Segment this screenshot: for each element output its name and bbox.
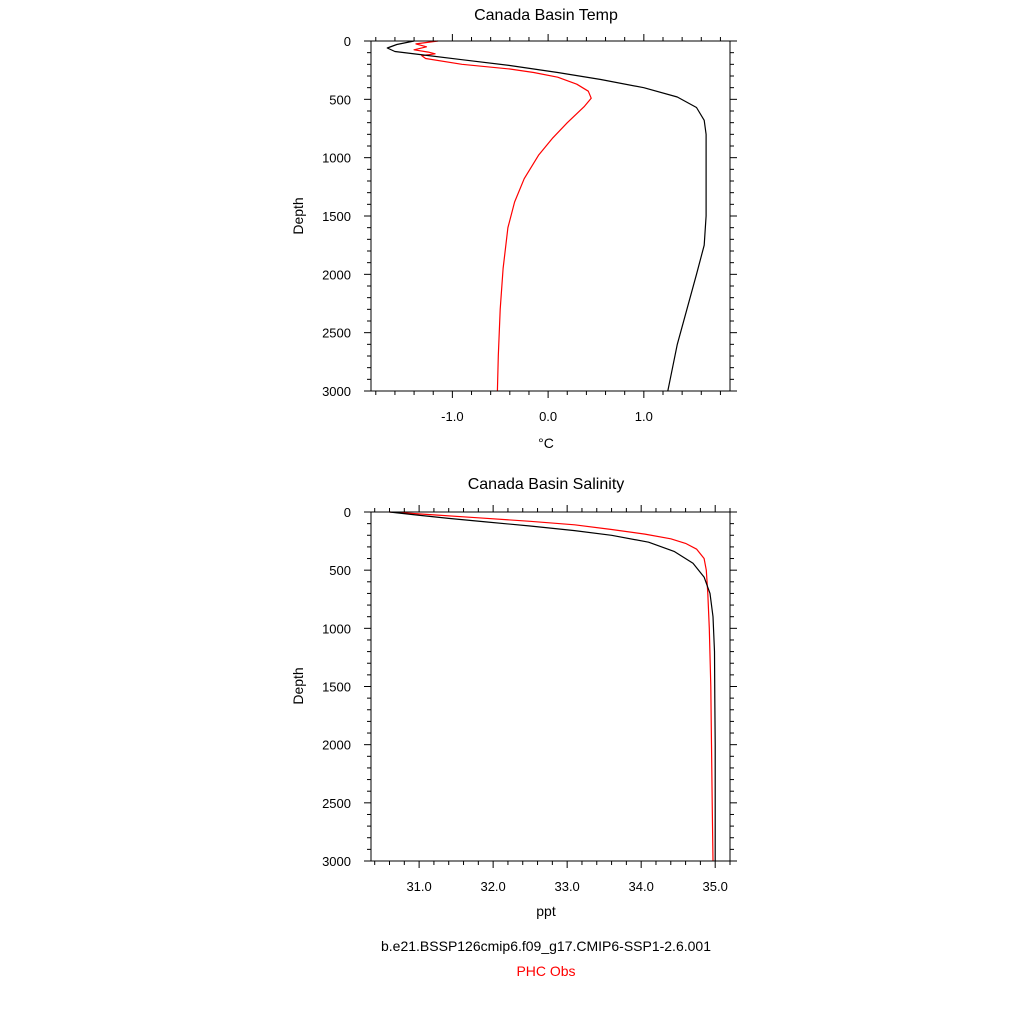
- temp-title: Canada Basin Temp: [474, 7, 618, 24]
- legend-obs-label: PHC Obs: [516, 963, 575, 979]
- salinity-xtick-label: 32.0: [480, 879, 505, 894]
- temp-ylabel: Depth: [290, 197, 306, 234]
- salinity-xtick-label: 31.0: [406, 879, 431, 894]
- temp-ytick-label: 0: [344, 34, 351, 49]
- salinity-ticks: 0 500 1000 1500 2000 2500 3000 31.0 32.0 33.0 34.0…: [322, 505, 737, 894]
- temp-ticks: 0 500 1000 1500 2000 2500 3000 -1.0 0.0 1.0: [322, 34, 737, 424]
- temp-xlabel: °C: [538, 435, 554, 451]
- salinity-ylabel: Depth: [290, 667, 306, 704]
- salinity-ytick-label: 1000: [322, 621, 351, 636]
- temp-obs-line: [413, 40, 592, 392]
- salinity-ytick-label: 2500: [322, 796, 351, 811]
- temp-series: [386, 40, 707, 392]
- salinity-ytick-label: 2000: [322, 738, 351, 753]
- salinity-ytick-label: 0: [344, 505, 351, 520]
- temp-panel: Canada Basin Temp Depth °C 0 500 1000 1500 2…: [290, 7, 737, 451]
- temp-ytick-label: 1500: [322, 209, 351, 224]
- salinity-xtick-label: 34.0: [629, 879, 654, 894]
- salinity-ytick-label: 1500: [322, 680, 351, 695]
- salinity-title: Canada Basin Salinity: [468, 476, 625, 493]
- salinity-xtick-label: 33.0: [554, 879, 579, 894]
- legend-model-label: b.e21.BSSP126cmip6.f09_g17.CMIP6-SSP1-2.…: [381, 938, 711, 954]
- temp-model-line: [386, 40, 707, 392]
- salinity-ytick-label: 500: [329, 563, 351, 578]
- temp-ytick-label: 500: [329, 92, 351, 107]
- temp-ytick-label: 2500: [322, 326, 351, 341]
- temp-ytick-label: 3000: [322, 384, 351, 399]
- temp-xtick-label: -1.0: [441, 409, 463, 424]
- temp-ytick-label: 1000: [322, 151, 351, 166]
- temp-xtick-label: 0.0: [539, 409, 557, 424]
- temp-ytick-label: 2000: [322, 267, 351, 282]
- salinity-obs-line: [389, 511, 714, 862]
- salinity-plot-frame: [370, 511, 731, 862]
- salinity-model-line: [389, 511, 716, 861]
- salinity-panel: Canada Basin Salinity Depth ppt 0 500 1000…: [290, 476, 737, 919]
- temp-plot-frame: [370, 40, 731, 392]
- salinity-series: [389, 511, 716, 862]
- salinity-xlabel: ppt: [536, 903, 556, 919]
- temp-xtick-label: 1.0: [635, 409, 653, 424]
- salinity-xtick-label: 35.0: [703, 879, 728, 894]
- salinity-ytick-label: 3000: [322, 854, 351, 869]
